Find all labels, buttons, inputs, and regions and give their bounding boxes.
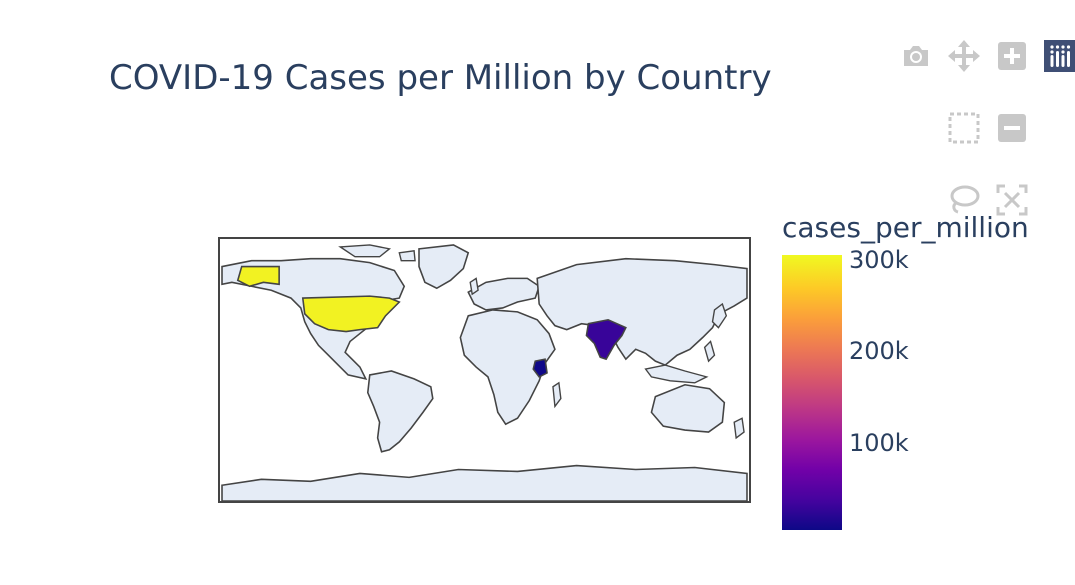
land-southeast-asia bbox=[644, 340, 716, 384]
colorbar-tick-label: 200k bbox=[849, 337, 909, 366]
world-map[interactable] bbox=[220, 239, 749, 501]
geo-map[interactable] bbox=[218, 237, 751, 503]
land-madagascar bbox=[552, 381, 562, 409]
land-japan bbox=[711, 302, 728, 329]
modebar bbox=[0, 0, 1075, 230]
zoom-in-icon[interactable] bbox=[994, 38, 1030, 74]
land-europe bbox=[467, 277, 541, 311]
box-select-icon[interactable] bbox=[946, 110, 982, 146]
pan-icon[interactable] bbox=[946, 38, 982, 74]
chart-title: COVID-19 Cases per Million by Country bbox=[109, 58, 772, 98]
land-africa bbox=[459, 309, 556, 426]
land-antarctica bbox=[221, 464, 748, 501]
colorbar-tick-label: 100k bbox=[849, 428, 909, 457]
country-usa-alaska bbox=[236, 265, 280, 288]
colorbar-title: cases_per_million bbox=[782, 211, 1029, 244]
camera-icon[interactable] bbox=[898, 38, 934, 74]
land-arctic-islands bbox=[338, 244, 416, 262]
plotly-logo-icon[interactable] bbox=[1042, 38, 1075, 74]
land-australia bbox=[650, 383, 726, 433]
land-greenland bbox=[418, 244, 470, 290]
country-india bbox=[585, 318, 627, 361]
land-new-zealand bbox=[733, 417, 745, 440]
colorbar-tick-label: 300k bbox=[849, 245, 909, 274]
reset-icon[interactable] bbox=[994, 182, 1030, 218]
country-usa bbox=[301, 295, 401, 333]
lasso-select-icon[interactable] bbox=[946, 182, 982, 218]
land-uk bbox=[469, 277, 479, 296]
land-south-america bbox=[366, 370, 434, 453]
zoom-out-icon[interactable] bbox=[994, 110, 1030, 146]
colorbar bbox=[782, 255, 842, 530]
country-kenya bbox=[532, 358, 548, 378]
